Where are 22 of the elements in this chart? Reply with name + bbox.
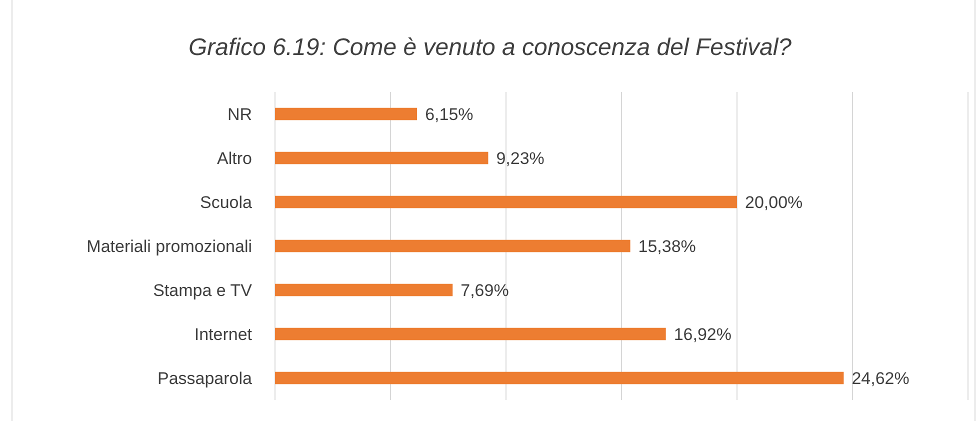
data-label: 20,00%	[745, 192, 803, 212]
y-tick-label: Scuola	[200, 192, 253, 212]
bar	[275, 328, 666, 340]
bar	[275, 284, 453, 296]
bar	[275, 108, 418, 120]
y-tick-label: Passaparola	[157, 368, 253, 388]
y-tick-label: Altro	[217, 148, 252, 168]
bar	[275, 152, 488, 164]
chart-title: Grafico 6.19: Come è venuto a conoscenza del Festival?	[188, 34, 792, 61]
data-label: 16,92%	[674, 324, 732, 344]
data-label: 24,62%	[852, 368, 910, 388]
bar	[275, 196, 737, 208]
data-label: 7,69%	[460, 280, 509, 300]
data-label: 9,23%	[496, 148, 544, 168]
data-label: 6,15%	[425, 104, 474, 124]
data-label: 15,38%	[638, 236, 696, 256]
y-tick-label: Stampa e TV	[153, 280, 253, 300]
bar	[275, 240, 630, 252]
y-tick-label: Internet	[194, 324, 252, 344]
bar	[275, 372, 844, 384]
y-tick-label: NR	[227, 104, 252, 124]
y-tick-label: Materiali promozionali	[86, 236, 252, 256]
